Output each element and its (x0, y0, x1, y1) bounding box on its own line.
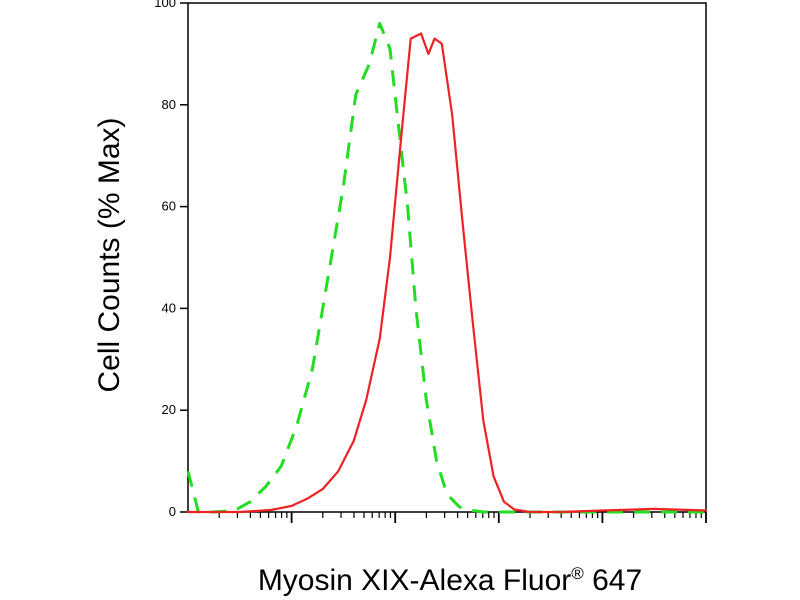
plot-border (187, 2, 707, 513)
y-tick-label: 20 (162, 402, 176, 417)
series-line-1 (186, 21, 706, 514)
x-axis-title: Myosin XIX-Alexa Fluor® 647 (258, 564, 642, 597)
y-tick-label: 40 (162, 300, 176, 315)
x-axis-title-main: Myosin XIX-Alexa Fluor (258, 564, 571, 597)
y-axis: 0 20 40 60 80 100 (154, 0, 188, 519)
plot-area (187, 2, 707, 513)
x-axis (218, 512, 707, 523)
registered-mark: ® (571, 564, 584, 583)
y-tick-label: 0 (169, 504, 176, 519)
y-tick-label: 80 (162, 97, 176, 112)
y-tick-label: 60 (162, 199, 176, 214)
series-layer (186, 21, 708, 514)
y-tick-label: 100 (154, 0, 176, 10)
y-axis-title: Cell Counts (% Max) (93, 117, 126, 392)
x-axis-title-suffix: 647 (584, 564, 642, 597)
series-line-2 (186, 32, 708, 514)
